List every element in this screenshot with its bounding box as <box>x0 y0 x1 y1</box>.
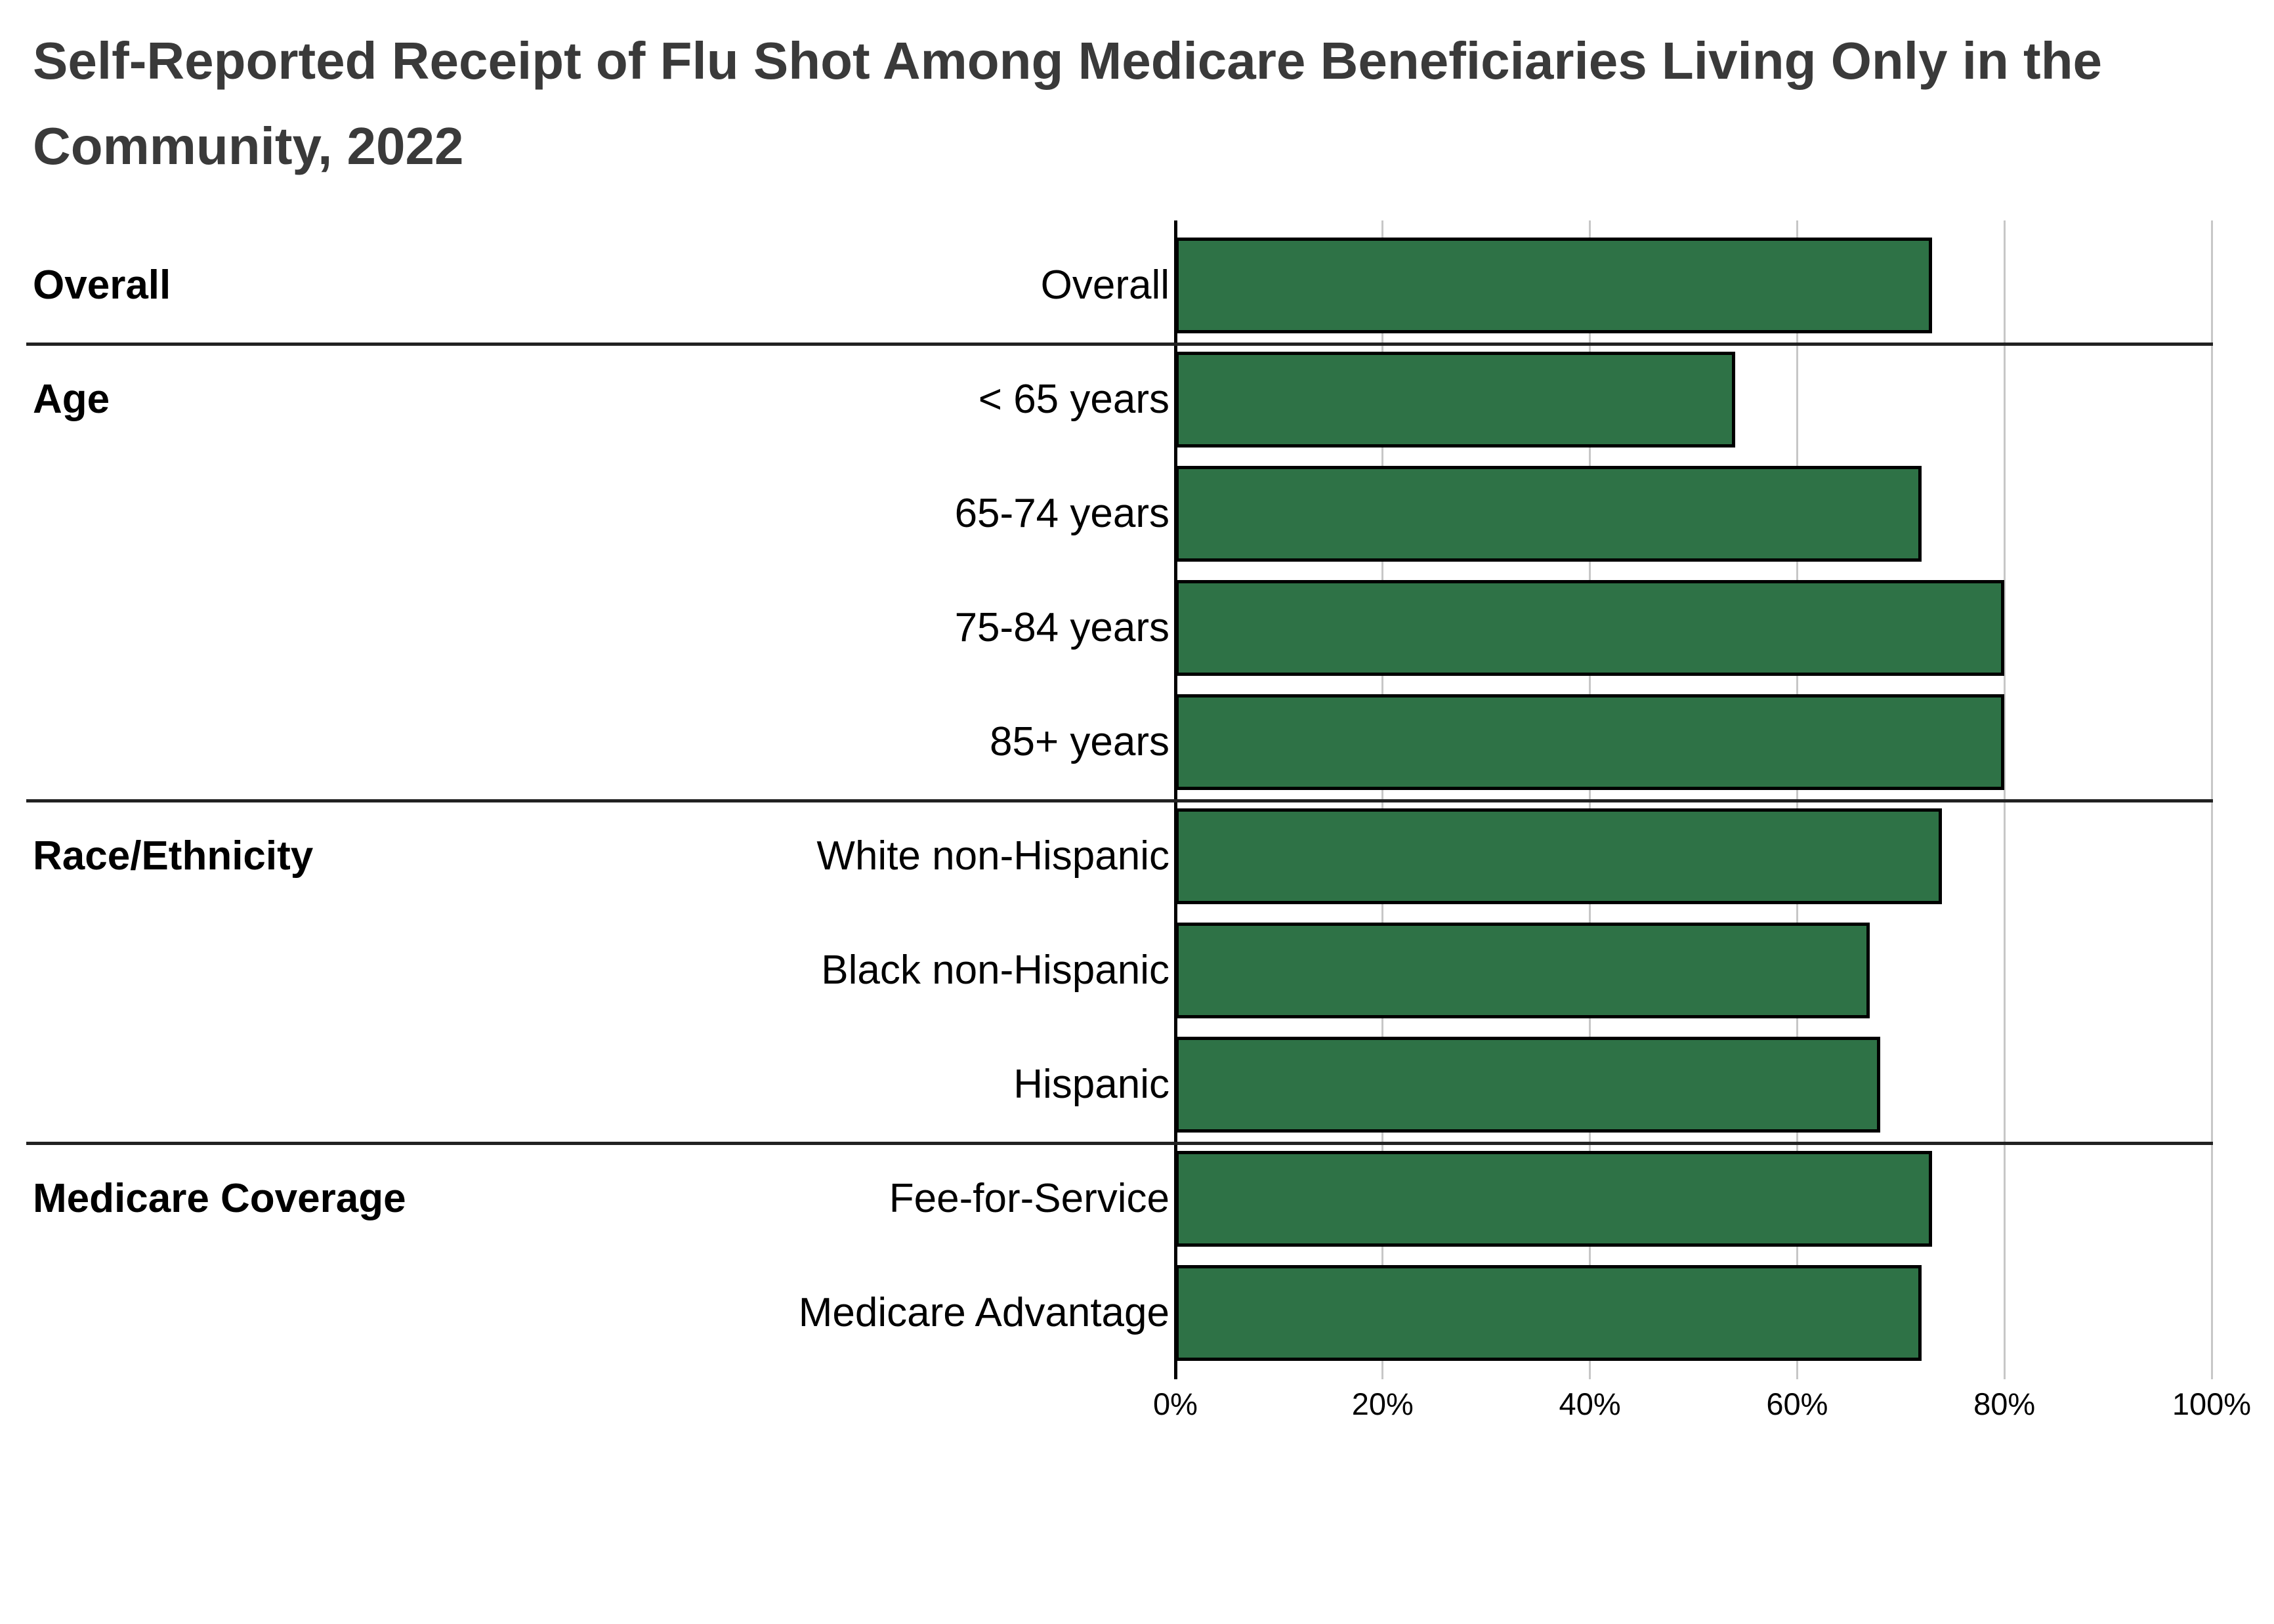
bar <box>1175 923 1870 1018</box>
bar <box>1175 352 1735 448</box>
bar <box>1175 238 1932 333</box>
category-label: Black non-Hispanic <box>821 947 1169 993</box>
group-label: Race/Ethnicity <box>33 833 314 879</box>
bar <box>1175 694 2005 790</box>
chart-title-line-2: Community, 2022 <box>33 117 464 175</box>
category-label: Medicare Advantage <box>798 1290 1169 1335</box>
category-label: Overall <box>1040 262 1169 308</box>
category-label: 85+ years <box>989 719 1169 764</box>
bar <box>1175 808 1943 904</box>
chart-title-line-1: Self-Reported Receipt of Flu Shot Among … <box>33 31 2103 90</box>
category-label: Fee-for-Service <box>889 1176 1169 1221</box>
group-separator <box>26 1142 2213 1145</box>
bar <box>1175 1151 1932 1247</box>
category-label: 75-84 years <box>954 605 1169 650</box>
bar <box>1175 466 1922 562</box>
group-label: Medicare Coverage <box>33 1176 406 1221</box>
group-separator <box>26 343 2213 346</box>
bar <box>1175 1037 1880 1133</box>
group-separator <box>26 799 2213 802</box>
x-tick-label: 80% <box>1973 1386 2036 1421</box>
chart-title: Self-Reported Receipt of Flu Shot Among … <box>33 18 2102 189</box>
group-label: Age <box>33 377 110 422</box>
bar <box>1175 1265 1922 1361</box>
bar <box>1175 580 2005 676</box>
x-tick-label: 40% <box>1559 1386 1621 1421</box>
group-label: Overall <box>33 262 171 308</box>
category-label: White non-Hispanic <box>816 833 1169 879</box>
x-tick-label: 100% <box>2172 1386 2252 1421</box>
category-label: Hispanic <box>1013 1062 1169 1107</box>
category-label: 65-74 years <box>954 491 1169 536</box>
x-tick-label: 0% <box>1153 1386 1198 1421</box>
x-tick-label: 20% <box>1351 1386 1414 1421</box>
category-label: < 65 years <box>978 377 1169 422</box>
x-tick-label: 60% <box>1766 1386 1828 1421</box>
